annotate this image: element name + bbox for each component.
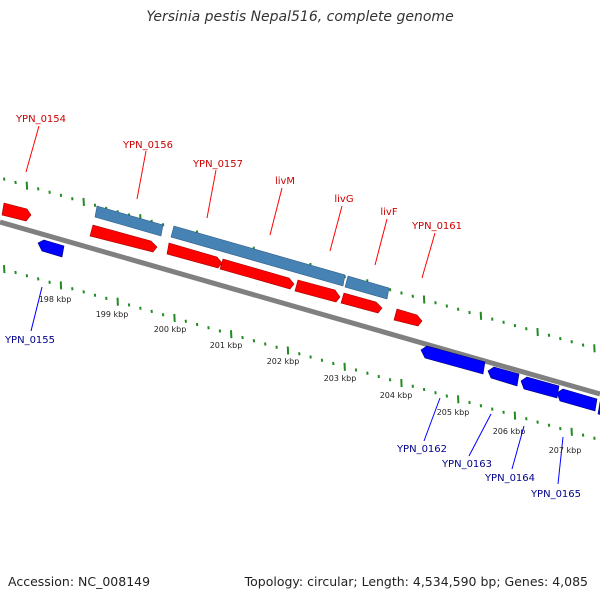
gene-label: YPN_0155 [4, 335, 55, 346]
reverse-cds-arrow[interactable] [487, 366, 520, 387]
reverse-gene-labels: YPN_0155 YPN_0162 YPN_0163 YPN_0164 YPN_… [4, 286, 581, 500]
scale-label: 202 kbp [267, 357, 300, 366]
gene-label: YPN_0164 [484, 473, 535, 484]
forward-gene-labels: YPN_0154 YPN_0156 YPN_0157 livM livG liv… [15, 114, 462, 279]
gene-feature[interactable] [170, 225, 346, 287]
reverse-cds-arrow[interactable] [556, 388, 598, 412]
scale-label: 201 kbp [210, 341, 243, 350]
forward-cds-arrow[interactable] [340, 292, 383, 314]
gene-label: YPN_0165 [530, 489, 581, 500]
gene-label: livG [334, 194, 353, 205]
reverse-cds-arrow[interactable] [520, 376, 560, 399]
gene-label: YPN_0156 [122, 140, 173, 151]
scale-label: 203 kbp [324, 374, 357, 383]
accession-label: Accession: NC_008149 [8, 574, 151, 589]
gene-label: livM [275, 176, 295, 187]
minor-tick [127, 303, 131, 307]
scale-label: 200 kbp [154, 325, 187, 334]
gene-feature[interactable] [94, 205, 164, 237]
scale-label: 205 kbp [437, 408, 470, 417]
gene-label: YPN_0163 [441, 459, 492, 470]
minor-tick [14, 180, 17, 185]
forward-cds-arrow[interactable] [89, 224, 158, 253]
scale-label: 207 kbp [549, 446, 582, 455]
scale-label: 198 kbp [39, 295, 72, 304]
gene-label: YPN_0154 [15, 114, 66, 125]
forward-cds-arrow[interactable] [166, 242, 223, 269]
scale-label: 204 kbp [380, 391, 413, 400]
reverse-cds-arrow[interactable] [37, 239, 65, 258]
reverse-cds-arrow[interactable] [420, 345, 486, 375]
forward-cds-arrow[interactable] [1, 202, 32, 222]
gene-feature[interactable] [344, 275, 390, 300]
scale-label: 199 kbp [96, 310, 129, 319]
gene-label: YPN_0162 [396, 444, 447, 455]
gene-label: YPN_0157 [192, 159, 243, 170]
gene-label: livF [380, 207, 397, 218]
scale-labels: 198 kbp 199 kbp 200 kbp 201 kbp 202 kbp … [39, 295, 582, 455]
minor-tick [14, 270, 17, 275]
gene-label: YPN_0161 [411, 221, 462, 232]
forward-cds-arrow[interactable] [219, 258, 295, 290]
inner-tick-track [3, 265, 596, 440]
forward-cds-arrow[interactable] [294, 279, 341, 303]
genome-backbone [0, 219, 600, 397]
minor-tick [241, 335, 244, 340]
genome-stats-label: Topology: circular; Length: 4,534,590 bp… [244, 574, 588, 589]
forward-cds-arrow[interactable] [393, 308, 423, 327]
scale-label: 206 kbp [493, 427, 526, 436]
map-title: Yersinia pestis Nepal516, complete genom… [146, 9, 454, 25]
